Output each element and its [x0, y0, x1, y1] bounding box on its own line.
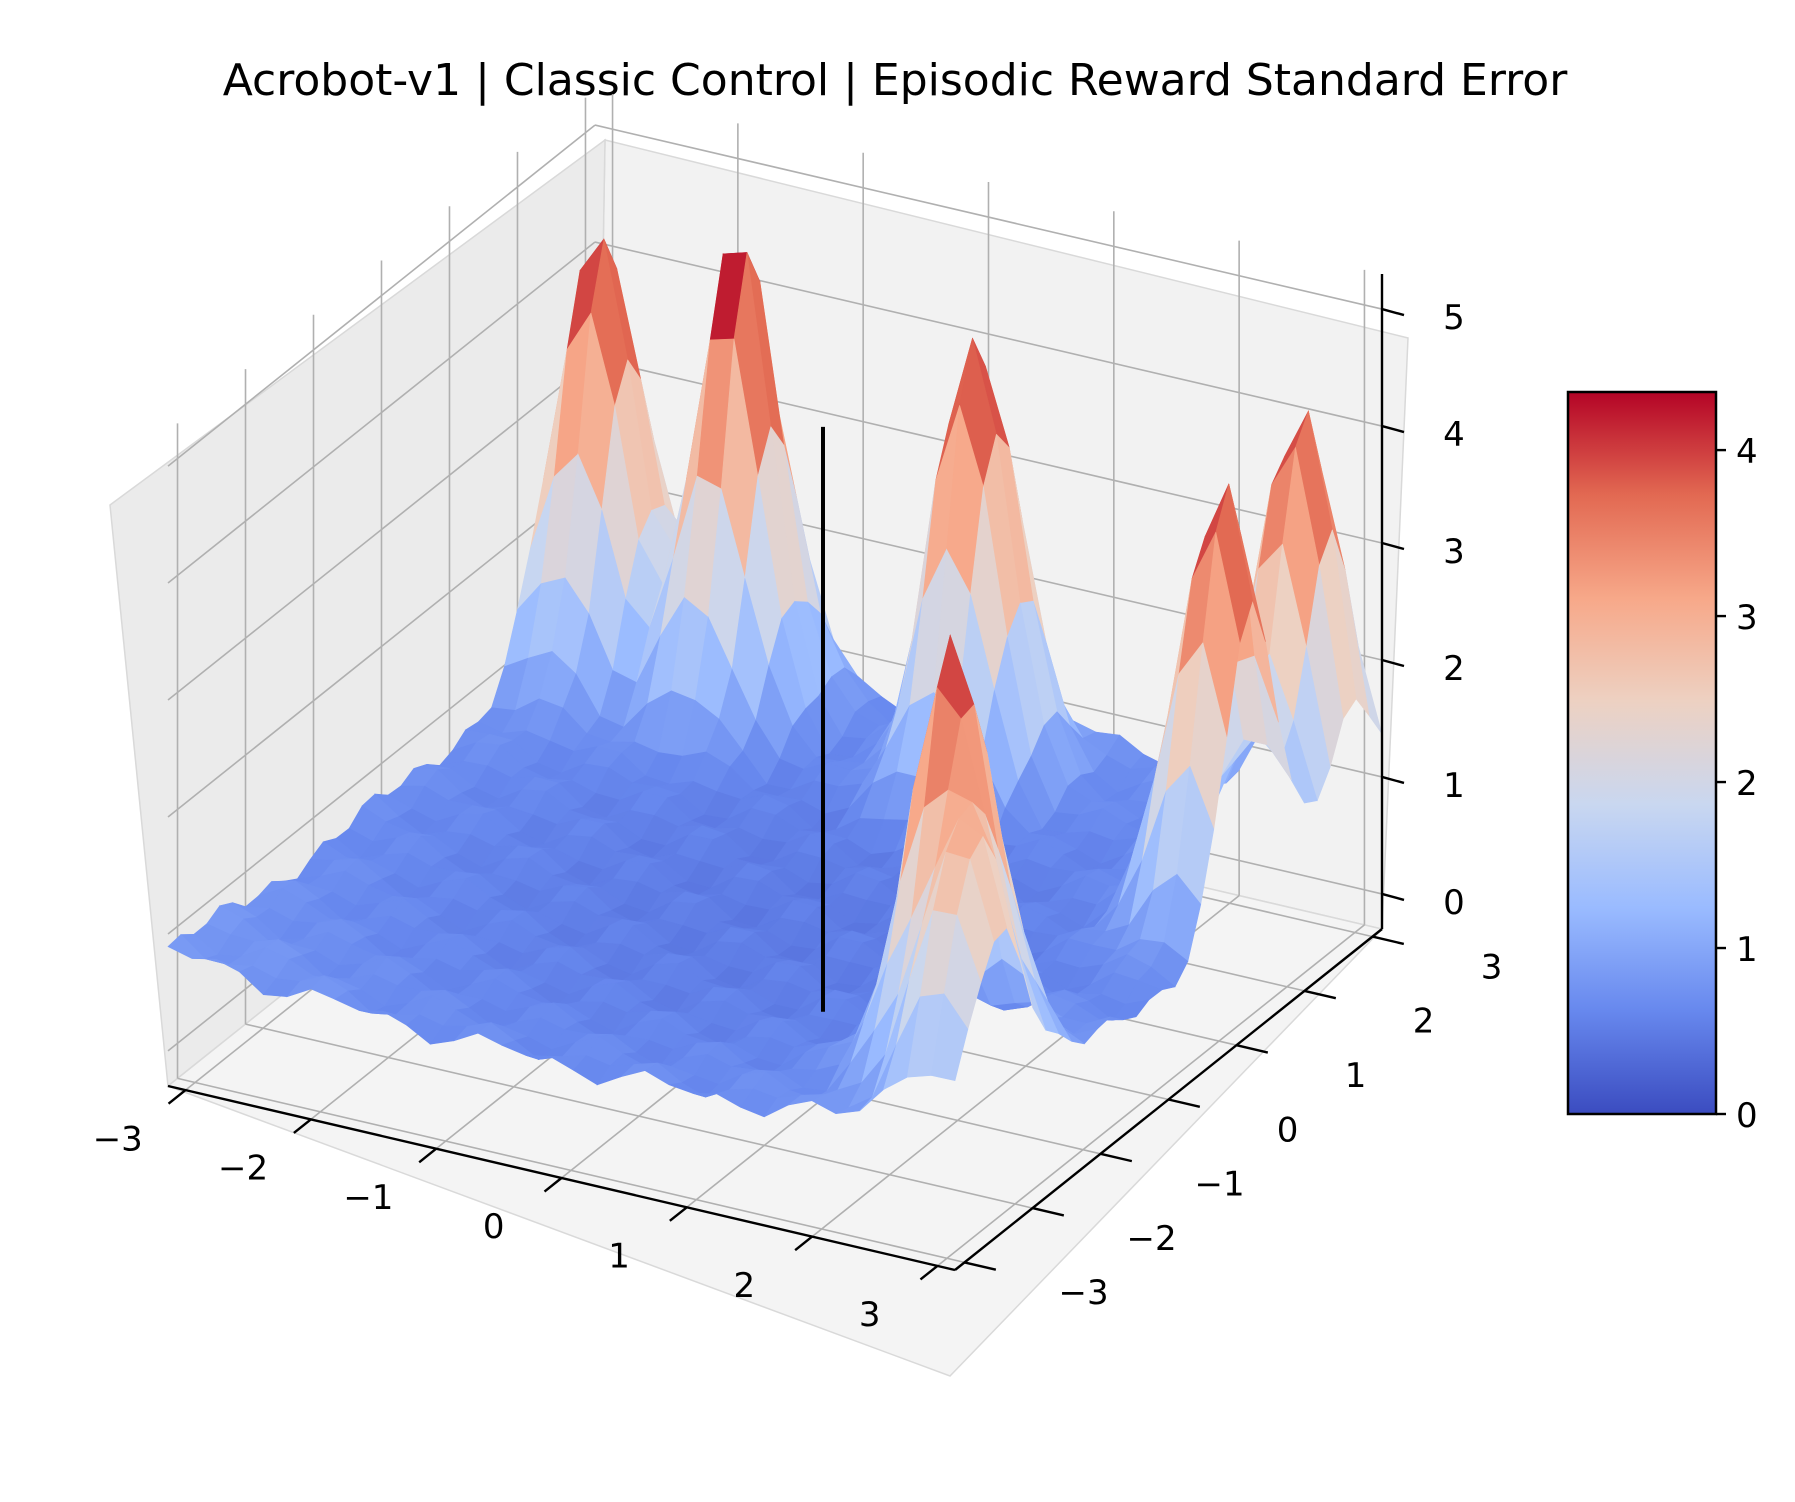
x-tick-label: 1 — [608, 1236, 630, 1276]
y-tick — [1168, 1098, 1201, 1108]
colorbar: 0 1 2 3 4 — [1566, 390, 1758, 1136]
colorbar-tick-label: 1 — [1736, 930, 1758, 970]
x-tick — [669, 1206, 688, 1222]
x-tick — [418, 1147, 437, 1164]
colorbar-tick-label: 2 — [1736, 764, 1758, 804]
z-tick-label: 3 — [1443, 532, 1465, 572]
surface-patch — [930, 993, 969, 1082]
gridline-z — [167, 358, 596, 701]
y-tick-label: −1 — [1194, 1165, 1244, 1205]
colorbar-tick-label: 4 — [1736, 432, 1758, 472]
z-tick-label: 1 — [1443, 766, 1465, 806]
y-tick-label: −2 — [1127, 1219, 1177, 1259]
x-tick-label: 3 — [859, 1295, 881, 1335]
z-tick — [1381, 775, 1405, 785]
gridline-z — [594, 124, 1383, 310]
y-tick-label: 2 — [1413, 1002, 1435, 1042]
axis-lines — [167, 274, 1405, 1281]
z-tick-label: 0 — [1443, 883, 1465, 923]
x-tick — [167, 1089, 187, 1105]
x-tick — [543, 1177, 563, 1193]
z-tick-label: 2 — [1443, 649, 1465, 689]
z-tick — [1381, 658, 1405, 668]
x-tick-label: 0 — [483, 1207, 505, 1247]
gridline-z — [167, 241, 596, 584]
z-tick-label: 5 — [1443, 298, 1465, 338]
z-tick — [1381, 424, 1405, 434]
chart-title: Acrobot-v1 | Classic Control | Episodic … — [223, 55, 1568, 106]
x-tick — [919, 1264, 939, 1281]
y-tick — [1236, 1044, 1269, 1054]
z-tick — [1381, 541, 1405, 551]
x-tick-label: 2 — [734, 1266, 756, 1306]
y-tick — [1100, 1152, 1133, 1163]
x-tick-label: −1 — [343, 1178, 393, 1218]
y-tick — [1304, 989, 1337, 1000]
colorbar-ticks: 0 1 2 3 4 — [1716, 432, 1758, 1136]
y-tick — [1032, 1206, 1065, 1217]
surface — [167, 238, 1383, 1118]
y-tick-label: 0 — [1277, 1110, 1299, 1150]
y-tick — [1372, 935, 1405, 946]
gridline-x — [936, 924, 1365, 1267]
x-tick-label: −3 — [93, 1119, 143, 1159]
colorbar-tick-label: 0 — [1736, 1096, 1758, 1136]
colorbar-gradient — [1566, 390, 1718, 1116]
z-tick-label: 4 — [1443, 415, 1465, 455]
colorbar-tick-label: 3 — [1736, 598, 1758, 638]
z-tick — [1381, 892, 1405, 902]
x-tick-label: −2 — [218, 1149, 268, 1189]
x-tick — [293, 1118, 312, 1134]
y-tick-label: 3 — [1481, 947, 1503, 987]
gridline-z — [167, 475, 596, 818]
y-tick-label: −3 — [1059, 1273, 1109, 1313]
y-tick — [964, 1261, 997, 1271]
y-tick-label: 1 — [1345, 1056, 1367, 1096]
x-tick — [794, 1235, 813, 1252]
gridline-z — [167, 124, 596, 467]
z-tick — [1381, 307, 1405, 317]
